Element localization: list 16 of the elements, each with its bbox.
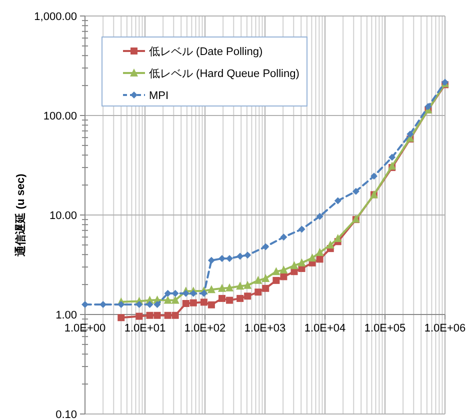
x-tick-label: 1.0E+03 [244,322,286,334]
legend-label: 低レベル (Date Polling) [149,46,263,58]
y-tick-label: 1,000.00 [34,11,77,23]
x-tick-label: 1.0E+04 [304,322,346,334]
y-tick-label: 10.00 [49,210,77,222]
legend-label: MPI [149,90,169,102]
y-tick-label: 0.10 [56,409,77,419]
x-tick-label: 1.0E+06 [424,322,466,334]
y-tick-label: 100.00 [43,110,77,122]
x-tick-label: 1.0E+02 [184,322,226,334]
y-tick-label: 1.00 [56,310,77,322]
legend-label: 低レベル (Hard Queue Polling) [149,68,300,80]
x-tick-label: 1.0E+01 [124,322,166,334]
y-axis-title: 通信遅延 (u sec) [14,173,27,258]
x-tick-label: 1.0E+05 [364,322,406,334]
x-tick-label: 1.0E+00 [64,322,106,334]
